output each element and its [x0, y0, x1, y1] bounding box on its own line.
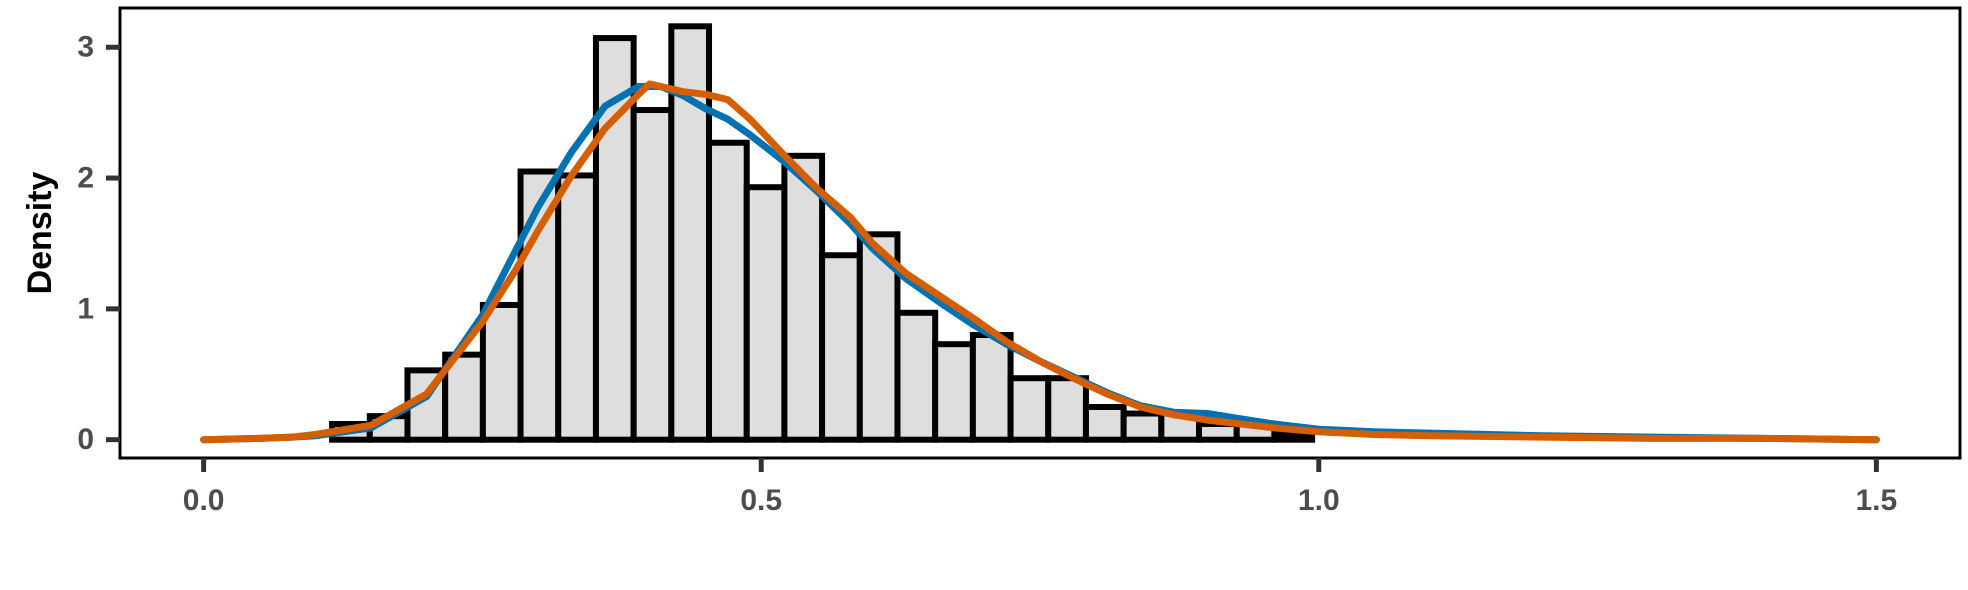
histogram-bar — [1007, 375, 1052, 443]
y-tick-label: 3 — [77, 31, 94, 64]
histogram-bars — [329, 23, 1316, 443]
histogram-bar — [1045, 375, 1089, 443]
y-tick-label: 0 — [77, 423, 94, 456]
histogram-bar — [743, 184, 788, 443]
histogram-bar — [1082, 403, 1127, 443]
y-axis-title: Density — [21, 172, 59, 295]
histogram-bar — [894, 309, 939, 443]
histogram-bar — [1120, 410, 1165, 443]
histogram-bar — [630, 107, 675, 443]
histogram-bar — [1271, 431, 1316, 443]
x-tick-label: 0.0 — [183, 484, 225, 517]
histogram-bar — [932, 341, 976, 443]
x-axis: 0.0 0.5 1.0 1.5 — [183, 458, 1897, 517]
histogram-bar — [555, 172, 599, 443]
density-curves — [200, 80, 1880, 444]
density-curve-2 — [200, 80, 1880, 444]
y-axis: 0 1 2 3 — [77, 31, 120, 456]
y-tick-label: 2 — [77, 162, 94, 195]
x-tick-label: 0.5 — [740, 484, 782, 517]
histogram-bar — [969, 332, 1014, 443]
plot-panel-border — [118, 6, 1962, 460]
histogram-bar — [781, 152, 826, 443]
x-tick-label: 1.0 — [1298, 484, 1340, 517]
x-tick-label: 1.5 — [1856, 484, 1898, 517]
y-tick-label: 1 — [77, 292, 94, 325]
histogram-bar — [479, 301, 524, 443]
histogram-bar — [706, 139, 750, 443]
histogram-bar — [819, 252, 863, 443]
